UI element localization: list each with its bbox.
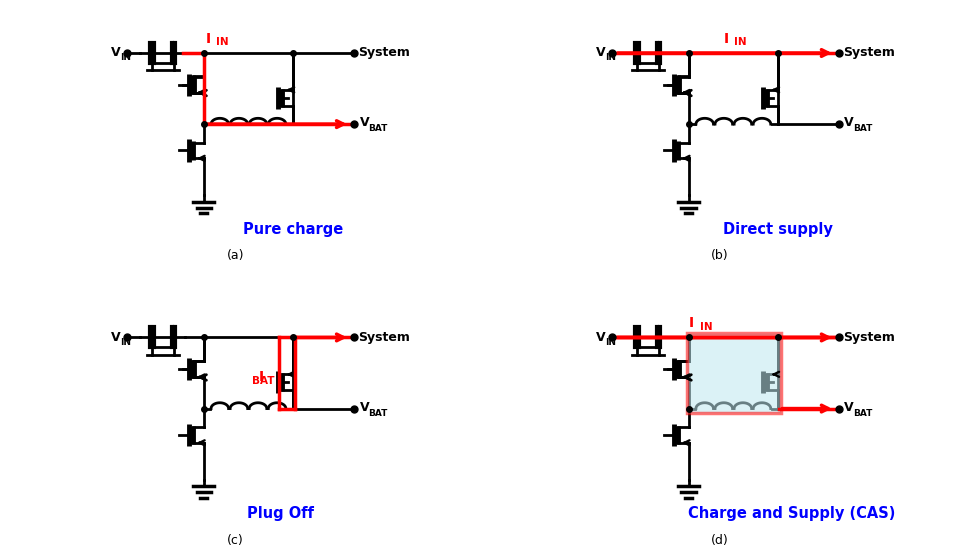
Text: BAT: BAT	[368, 409, 387, 418]
Bar	[687, 334, 781, 413]
Text: $\mathbf{V}$: $\mathbf{V}$	[110, 331, 122, 344]
Text: BAT: BAT	[853, 409, 872, 418]
Text: Plug Off: Plug Off	[246, 506, 314, 522]
Text: (d): (d)	[711, 534, 729, 547]
Text: (a): (a)	[227, 249, 244, 262]
Text: (b): (b)	[711, 249, 729, 262]
Text: BAT: BAT	[853, 124, 872, 134]
Text: System: System	[843, 331, 895, 344]
Text: System: System	[358, 46, 411, 59]
Text: Pure charge: Pure charge	[243, 222, 343, 237]
Text: IN: IN	[734, 37, 747, 48]
Text: IN: IN	[120, 53, 131, 62]
Text: IN: IN	[216, 37, 229, 48]
Text: $\mathbf{I}$: $\mathbf{I}$	[258, 370, 265, 384]
Text: $\mathbf{I}$: $\mathbf{I}$	[723, 31, 728, 45]
Text: System: System	[843, 46, 895, 59]
Text: System: System	[358, 331, 411, 344]
Text: Direct supply: Direct supply	[724, 222, 833, 237]
Text: $\mathbf{I}$: $\mathbf{I}$	[688, 316, 695, 330]
Text: IN: IN	[120, 338, 131, 347]
Text: $\mathbf{V}$: $\mathbf{V}$	[358, 116, 370, 129]
Text: $\mathbf{I}$: $\mathbf{I}$	[205, 31, 211, 45]
Text: BAT: BAT	[368, 124, 387, 134]
Text: IN: IN	[699, 322, 712, 332]
Text: $\mathbf{V}$: $\mathbf{V}$	[110, 46, 122, 59]
Text: IN: IN	[605, 53, 615, 62]
Text: $\mathbf{V}$: $\mathbf{V}$	[843, 116, 855, 129]
Text: $\mathbf{V}$: $\mathbf{V}$	[358, 401, 370, 414]
Text: $\mathbf{V}$: $\mathbf{V}$	[595, 46, 607, 59]
Text: $\mathbf{V}$: $\mathbf{V}$	[843, 401, 855, 414]
Text: (c): (c)	[227, 534, 243, 547]
Text: $\mathbf{V}$: $\mathbf{V}$	[595, 331, 607, 344]
Text: BAT: BAT	[252, 376, 274, 386]
Text: Charge and Supply (CAS): Charge and Supply (CAS)	[688, 506, 895, 522]
Text: IN: IN	[605, 338, 615, 347]
